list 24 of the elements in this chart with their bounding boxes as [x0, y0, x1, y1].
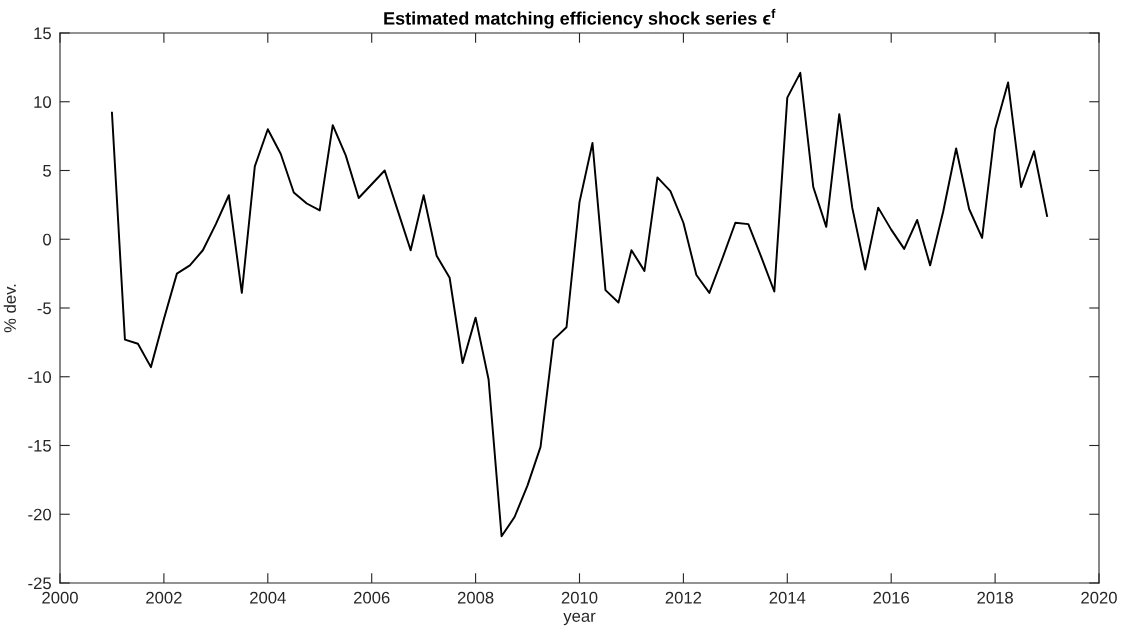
x-tick-label: 2020 [1081, 591, 1117, 604]
y-axis-title: % dev. [3, 284, 16, 333]
y-tick-label: 5 [43, 165, 51, 177]
y-tick-label: 10 [34, 96, 52, 108]
y-tick-label: -15 [28, 440, 51, 452]
x-tick-label: 2006 [354, 591, 390, 604]
y-tick-label: -25 [28, 577, 51, 590]
x-tick-label: 2016 [873, 591, 910, 604]
x-tick-label: 2018 [977, 591, 1013, 604]
y-tick-label: 15 [34, 27, 51, 40]
line-series [110, 71, 1049, 538]
x-tick-label: 2004 [250, 591, 286, 604]
x-tick-label: 2010 [561, 591, 598, 604]
x-axis-title: year [563, 612, 596, 626]
x-tick-label: 2002 [146, 591, 182, 604]
y-tick-label: -10 [28, 371, 52, 383]
x-tick-label: 2012 [665, 591, 702, 604]
y-tick-label: 0 [43, 233, 52, 246]
x-tick-label: 2014 [769, 591, 806, 604]
x-tick-label: 2008 [457, 591, 494, 604]
chart-title: Estimated matching efficiency shock series ϵ$^{f}$ [384, 8, 776, 29]
y-tick-label: -5 [37, 302, 51, 315]
x-tick-label: 2000 [42, 591, 78, 604]
y-tick-label: -20 [28, 508, 52, 521]
